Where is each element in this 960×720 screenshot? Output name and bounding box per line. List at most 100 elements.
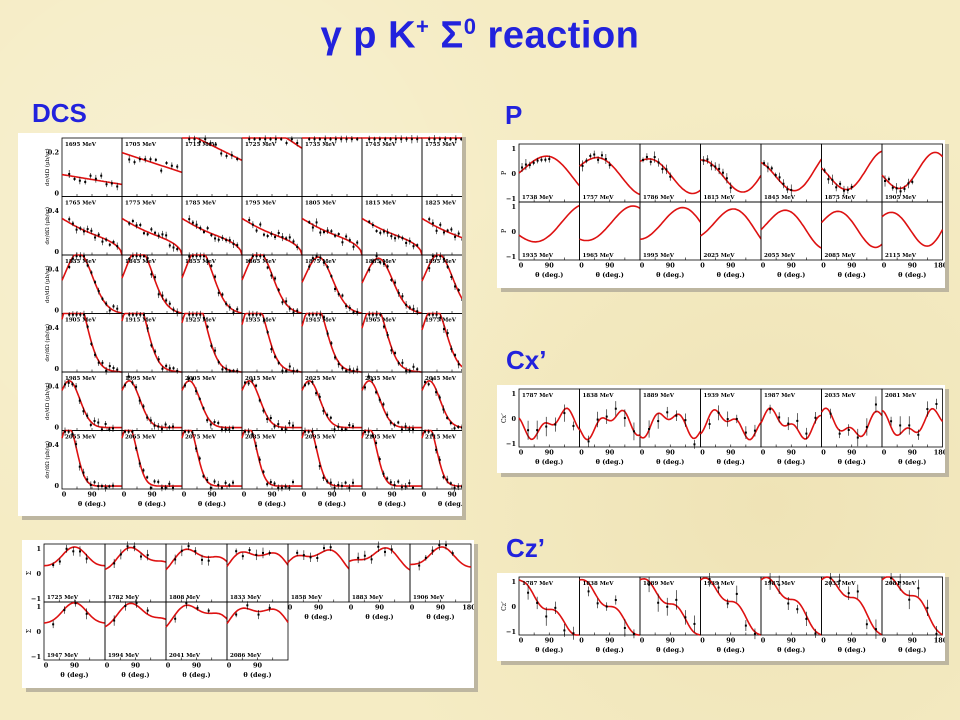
dcs-subplot: 1785 MeV <box>181 196 243 256</box>
p-subplot: 2115 MeV <box>881 201 944 261</box>
data-point <box>266 418 269 421</box>
data-point <box>172 425 174 428</box>
energy-label: 1875 MeV <box>305 259 337 265</box>
sigma-subplot: 1833 MeV <box>226 543 289 603</box>
data-point <box>146 233 149 236</box>
theory-curve <box>639 206 702 241</box>
data-point <box>100 174 103 177</box>
data-point <box>435 229 438 232</box>
data-point <box>665 168 668 171</box>
data-point <box>75 443 78 446</box>
title-superscript-plus: + <box>416 14 430 39</box>
data-point <box>104 486 107 489</box>
data-point <box>296 246 299 249</box>
energy-label: 2005 MeV <box>185 376 217 382</box>
data-point <box>210 264 213 267</box>
data-point <box>128 257 131 260</box>
data-point <box>416 368 419 371</box>
data-point <box>453 427 456 430</box>
y-tick-label: 1 <box>511 203 516 211</box>
data-point <box>352 481 354 484</box>
data-point <box>94 281 97 284</box>
energy-label: 1994 MeV <box>108 653 140 659</box>
data-point <box>224 481 227 484</box>
data-point <box>269 481 272 484</box>
data-point <box>735 417 738 420</box>
data-point <box>899 424 902 427</box>
data-point <box>217 238 220 241</box>
data-point <box>290 138 293 141</box>
data-point <box>412 486 414 489</box>
data-point <box>589 154 592 157</box>
x-tick-label: 0 <box>44 662 49 670</box>
data-point <box>84 180 87 183</box>
subplot-frame <box>821 143 883 203</box>
data-point <box>176 369 179 372</box>
data-point <box>68 313 71 316</box>
dcs-chart: 1695 MeV 1705 MeV 1715 MeV 1725 MeV 1735 MeV… <box>44 135 487 508</box>
subplot-frame <box>821 201 883 261</box>
data-point <box>334 234 337 237</box>
data-point <box>232 426 234 429</box>
data-point <box>431 313 434 316</box>
dcs-subplot: 2045 MeV <box>421 371 483 433</box>
x-tick-label: 90 <box>847 449 857 457</box>
sigma-x-axis: 0 90θ (deg.)0 90θ (deg.)0 90θ (deg.)0 90θ (d… <box>44 604 477 680</box>
data-point <box>255 313 258 316</box>
dcs-subplot: 1905 MeV <box>61 310 123 375</box>
x-tick-label: 90 <box>726 637 736 645</box>
x-tick-label: 90 <box>605 262 615 270</box>
data-point <box>209 142 212 145</box>
data-point <box>356 241 359 244</box>
x-tick-label: 90 <box>666 262 676 270</box>
data-point <box>296 309 299 312</box>
cx-panel: 1787 MeV 1838 MeV 1889 MeV 1939 MeV 1987 MeV… <box>497 385 948 473</box>
data-point <box>236 369 239 372</box>
energy-label: 1939 MeV <box>704 581 736 587</box>
sigma-subplot: 1906 MeV <box>409 540 472 603</box>
energy-label: 1765 MeV <box>65 201 97 207</box>
theory-curve <box>165 548 228 571</box>
data-point <box>78 465 81 468</box>
y-tick-label: 1 <box>511 390 516 398</box>
data-point <box>308 265 311 268</box>
energy-label: 1987 MeV <box>764 393 796 399</box>
y-axis-label: P <box>501 229 508 233</box>
data-point <box>424 430 426 433</box>
y-axis-label: dσ/dΩ (μb/sr) <box>44 148 51 186</box>
data-point <box>154 158 157 161</box>
data-point <box>94 353 97 356</box>
data-point <box>71 383 74 386</box>
data-point <box>228 306 231 309</box>
data-point <box>318 465 321 468</box>
data-point <box>763 162 766 165</box>
data-point <box>796 419 799 422</box>
data-point <box>232 369 235 372</box>
energy-label: 1915 MeV <box>125 318 157 324</box>
data-point <box>288 422 291 425</box>
data-point <box>400 138 403 141</box>
data-point <box>97 361 100 364</box>
data-point <box>251 223 254 226</box>
y-tick-label: 0 <box>511 228 516 236</box>
data-point <box>386 334 389 337</box>
x-tick-label: 90 <box>605 637 615 645</box>
data-point <box>206 260 209 263</box>
data-point <box>438 396 441 399</box>
data-point <box>165 299 168 302</box>
x-axis-label: θ (deg.) <box>838 271 866 279</box>
data-point <box>431 549 434 552</box>
data-point <box>348 486 351 489</box>
data-point <box>174 558 177 561</box>
x-axis-label: θ (deg.) <box>717 646 745 654</box>
page-title: γ p K→+ Σ0 reaction <box>0 14 960 58</box>
data-point <box>200 558 203 561</box>
data-point <box>428 218 431 221</box>
theory-curve <box>121 217 183 256</box>
x-axis-label: θ (deg.) <box>596 646 624 654</box>
data-point <box>160 427 163 430</box>
data-point <box>450 275 453 278</box>
cx-subplot: 2035 MeV <box>820 388 883 448</box>
data-point <box>164 486 167 489</box>
data-point <box>266 483 269 486</box>
